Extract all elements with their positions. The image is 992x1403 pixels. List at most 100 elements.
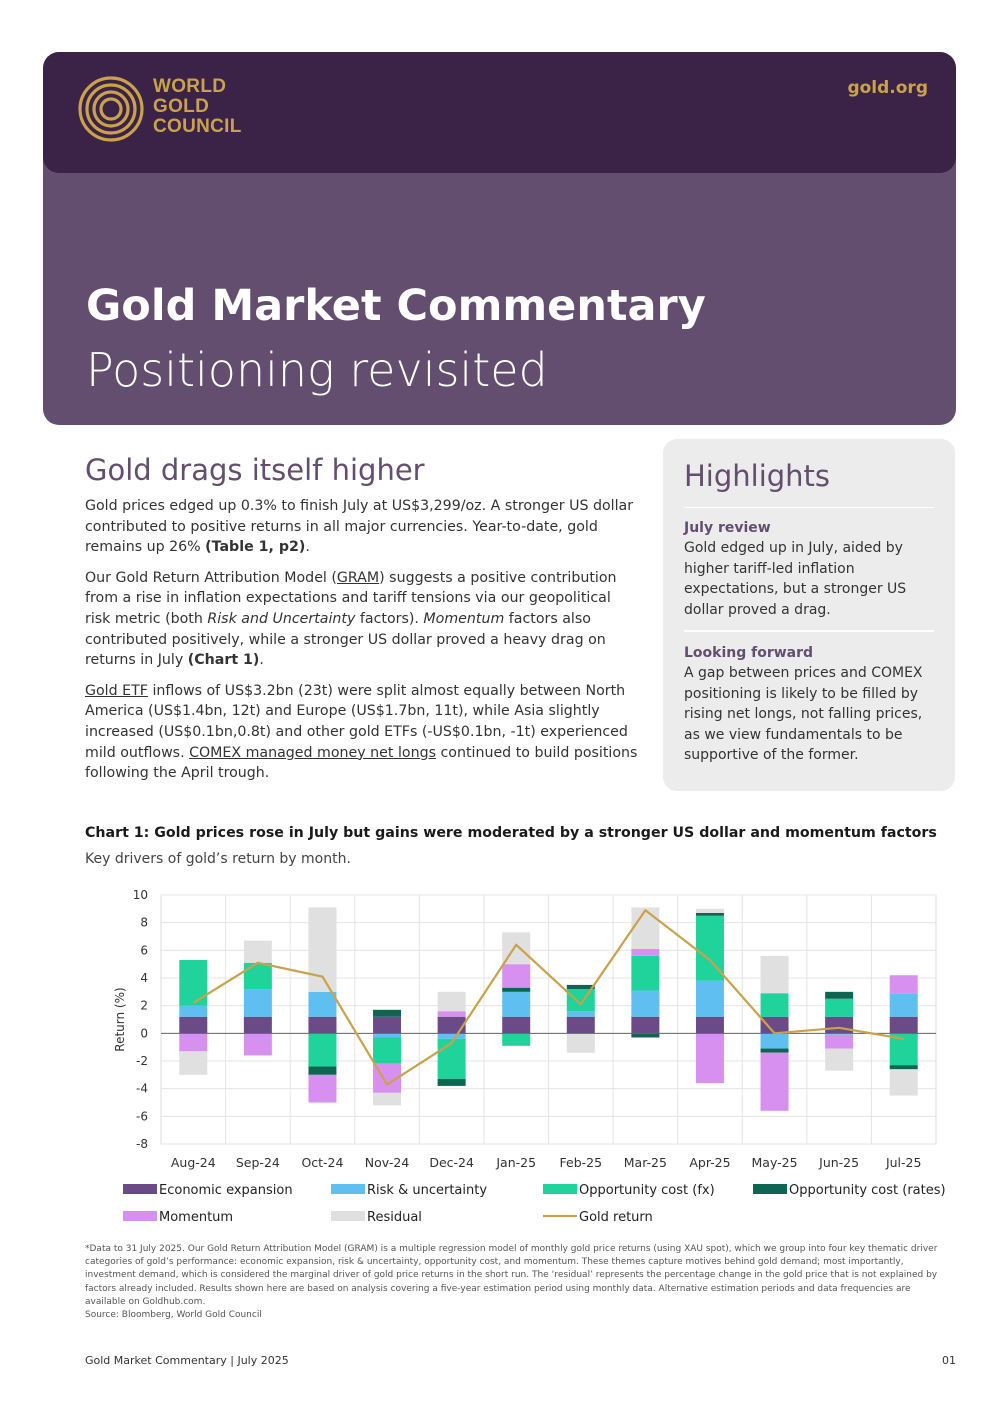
bar-segment <box>760 1048 789 1053</box>
bar-segment <box>373 1037 402 1064</box>
legend-swatch <box>331 1211 365 1221</box>
chart-subtitle: Key drivers of gold’s return by month. <box>85 851 351 867</box>
legend-swatch <box>123 1211 157 1221</box>
x-tick-label: Sep-24 <box>236 1155 280 1170</box>
bar-segment <box>179 1005 208 1017</box>
p1-end: . <box>305 539 310 556</box>
legend-label: Momentum <box>159 1210 233 1225</box>
bar-segment <box>243 1016 272 1034</box>
article-heading: Gold drags itself higher <box>85 453 425 487</box>
bar-segment <box>308 1016 337 1034</box>
x-tick-label: Nov-24 <box>365 1155 410 1170</box>
bar-segment <box>695 1016 724 1034</box>
y-tick-label: 10 <box>133 888 148 902</box>
highlights-title: Highlights <box>684 459 831 493</box>
p3-t1: inflows of US$3.2bn (23t) were split alm… <box>85 682 628 761</box>
bar-segment <box>437 991 466 1012</box>
bar-segment <box>631 1033 660 1038</box>
bar-segment <box>502 964 531 988</box>
highlight-heading: July review <box>684 520 771 536</box>
logo-line-2: GOLD <box>153 96 210 117</box>
x-tick-label: Feb-25 <box>560 1155 603 1170</box>
bar-segment <box>566 1016 595 1034</box>
y-tick-label: -2 <box>136 1054 148 1068</box>
legend-label: Gold return <box>579 1210 653 1225</box>
main-article: Gold drags itself higher Gold prices edg… <box>85 452 640 794</box>
bar-segment <box>502 991 531 1017</box>
gold-etf-link[interactable]: Gold ETF <box>85 682 148 699</box>
chart-footnote: *Data to 31 July 2025. Our Gold Return A… <box>85 1244 938 1307</box>
bar-segment <box>179 1016 208 1034</box>
y-tick-label: -8 <box>136 1137 148 1151</box>
bar-segment <box>566 989 595 1012</box>
bar-segment <box>825 1034 854 1049</box>
x-tick-label: Jun-25 <box>818 1155 859 1170</box>
bar-segment <box>373 1092 402 1106</box>
p3-t2: continued to build positions following t… <box>85 744 638 782</box>
bar-segment <box>825 1048 854 1071</box>
bar-segment <box>566 1033 595 1053</box>
y-axis-label: Return (%) <box>113 987 127 1051</box>
x-tick-label: Jul-25 <box>885 1155 922 1170</box>
x-tick-label: Apr-25 <box>689 1155 730 1170</box>
site-link[interactable]: gold.org <box>847 78 928 98</box>
legend-swatch <box>123 1184 157 1194</box>
p2-em2: Momentum <box>423 610 505 627</box>
comex-link[interactable]: COMEX managed money net longs <box>189 744 436 761</box>
bar-segment <box>502 987 531 992</box>
bar-segment <box>373 1009 402 1017</box>
y-tick-label: -6 <box>136 1109 148 1123</box>
bar-segment <box>566 1011 595 1017</box>
gold-return-line <box>192 909 904 1086</box>
highlights-divider <box>684 507 934 508</box>
bar-segment <box>566 984 595 990</box>
wgc-logo[interactable]: WORLD GOLD COUNCIL <box>78 74 268 144</box>
bar-segment <box>243 1033 272 1056</box>
y-tick-label: 0 <box>140 1026 148 1040</box>
p1-text: Gold prices edged up 0.3% to finish July… <box>85 498 634 556</box>
chart-ref: (Chart 1) <box>187 652 260 669</box>
bar-segment <box>308 1033 337 1067</box>
logo-line-1: WORLD <box>153 76 227 97</box>
header-top-bar: WORLD GOLD COUNCIL gold.org <box>43 52 956 173</box>
bar-segment <box>631 948 660 956</box>
x-tick-label: May-25 <box>752 1155 798 1170</box>
bar-segment <box>631 955 660 991</box>
gram-link[interactable]: GRAM <box>336 569 380 586</box>
p2-em1: Risk and Uncertainty <box>207 610 356 627</box>
page-title: Gold Market Commentary <box>86 281 706 331</box>
bar-segment <box>437 1016 466 1034</box>
paragraph-1: Gold prices edged up 0.3% to finish July… <box>85 496 640 558</box>
bar-segment <box>889 993 918 1017</box>
x-tick-label: Oct-24 <box>301 1155 343 1170</box>
p2-end: . <box>259 652 264 669</box>
legend-label: Residual <box>367 1210 422 1225</box>
bar-segment <box>308 991 337 1017</box>
bar-segment <box>825 991 854 999</box>
paragraph-3: Gold ETF inflows of US$3.2bn (23t) were … <box>85 681 640 784</box>
logo-wordmark: WORLD GOLD COUNCIL <box>153 77 242 137</box>
bar-segment <box>437 1038 466 1079</box>
paragraph-2: Our Gold Return Attribution Model (GRAM)… <box>85 568 640 671</box>
bar-segment <box>760 1052 789 1111</box>
bar-segment <box>437 1011 466 1017</box>
bar-segment <box>243 989 272 1017</box>
bar-segment <box>179 1033 208 1052</box>
bar-segment <box>760 1016 789 1034</box>
p2-t2: ) suggests a positive contribution from … <box>85 569 617 627</box>
table-ref: (Table 1, p2) <box>205 539 306 556</box>
highlight-text: A gap between prices and COMEX positioni… <box>684 665 923 763</box>
legend-label: Opportunity cost (fx) <box>579 1183 715 1198</box>
bar-segment <box>243 940 272 963</box>
bar-segment <box>179 960 208 1006</box>
highlights-divider <box>684 630 934 632</box>
header-banner: WORLD GOLD COUNCIL gold.org Gold Market … <box>43 52 956 425</box>
page-number: 01 <box>942 1354 956 1367</box>
y-tick-label: 2 <box>140 999 148 1013</box>
p2-t3: factors). <box>355 610 424 627</box>
highlights-panel: Highlights July review Gold edged up in … <box>663 439 955 791</box>
bar-segment <box>308 1074 337 1103</box>
bar-segment <box>825 998 854 1017</box>
highlight-text: Gold edged up in July, aided by higher t… <box>684 540 907 618</box>
page-footer-title: Gold Market Commentary | July 2025 <box>85 1354 289 1367</box>
